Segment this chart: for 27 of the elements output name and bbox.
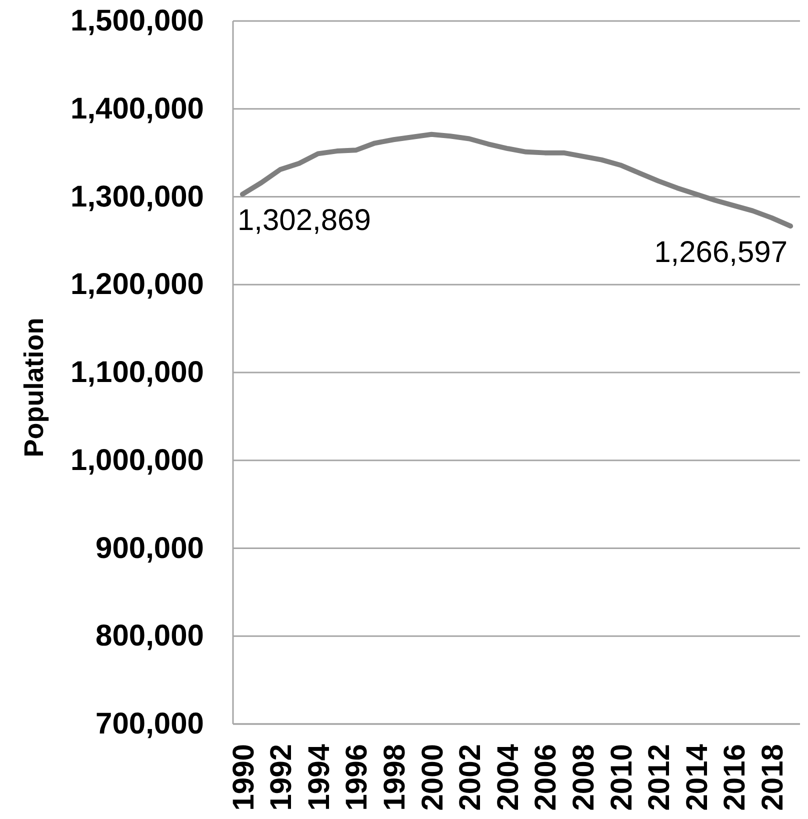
y-tick-label: 1,300,000 [70, 180, 204, 214]
x-tick-label: 1996 [340, 744, 374, 811]
y-tick-label: 1,200,000 [70, 268, 204, 302]
x-tick-label: 2004 [492, 744, 525, 811]
data-label: 1,266,597 [654, 236, 788, 270]
x-tick-label: 2018 [756, 744, 790, 811]
y-tick-label: 700,000 [96, 708, 204, 741]
x-tick-label: 2000 [416, 744, 450, 811]
y-tick-label: 800,000 [96, 620, 204, 653]
x-tick-label: 1994 [302, 744, 336, 811]
y-axis-title: Population [19, 318, 49, 458]
x-tick-label: 2002 [454, 744, 488, 811]
x-tick-label: 2008 [567, 744, 600, 811]
x-tick-label: 1992 [265, 744, 298, 811]
x-tick-label: 2006 [530, 744, 563, 811]
x-tick-label: 1998 [378, 744, 412, 811]
x-tick-label: 2010 [605, 744, 638, 811]
y-tick-label: 1,400,000 [70, 92, 204, 126]
x-tick-label: 2014 [680, 744, 714, 811]
data-label: 1,302,869 [237, 204, 371, 238]
y-tick-label: 1,500,000 [70, 4, 204, 38]
y-tick-label: 1,100,000 [70, 356, 204, 390]
x-tick-label: 2016 [718, 744, 752, 811]
y-tick-label: 1,000,000 [70, 444, 204, 477]
x-tick-label: 2012 [643, 744, 676, 811]
y-tick-label: 900,000 [96, 532, 204, 565]
x-tick-label: 1990 [227, 744, 260, 811]
